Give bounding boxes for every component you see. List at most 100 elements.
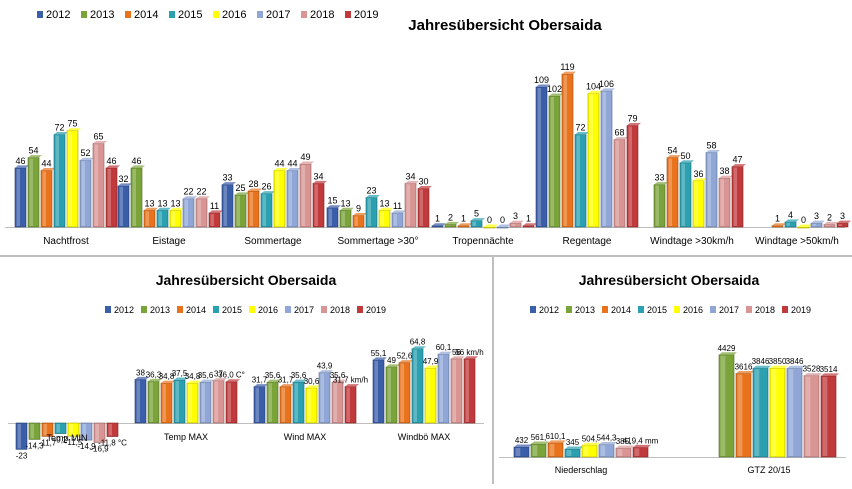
data-label: 2 [448, 212, 453, 222]
bar [424, 365, 439, 424]
data-label: 43,9 [317, 362, 333, 371]
data-label: 47,9 [423, 357, 439, 366]
bar [437, 351, 452, 424]
bar [513, 444, 532, 458]
bar [564, 446, 583, 458]
data-label: 47 [732, 155, 742, 165]
data-label: 31,7 km/h [333, 376, 368, 385]
data-label: 37 [214, 370, 223, 379]
legend-swatch [345, 11, 351, 18]
legend-swatch [257, 11, 263, 18]
data-label: 50 [680, 151, 690, 161]
legend-label: 2013 [150, 305, 170, 315]
category-label: Nachtfrost [43, 236, 89, 247]
data-label: 13 [170, 198, 180, 208]
bar [752, 365, 771, 458]
data-label: 1 [775, 214, 780, 224]
data-label: 432 [515, 436, 529, 445]
bar [372, 357, 387, 424]
legend-label: 2019 [791, 305, 811, 315]
data-label: 34 [405, 171, 415, 181]
legend-swatch [81, 11, 87, 18]
data-label: 26 [261, 182, 271, 192]
data-label: 38 [719, 166, 729, 176]
bar [496, 224, 511, 229]
data-label: 36,3 [146, 370, 162, 379]
bar [273, 167, 288, 228]
bar [312, 180, 327, 228]
data-label: 3 [840, 211, 845, 221]
bar [613, 137, 628, 228]
data-label: 34 [313, 171, 323, 181]
bar [444, 221, 459, 228]
data-label: 44 [287, 158, 297, 168]
data-label: 46 [15, 156, 25, 166]
data-label: 54 [28, 146, 38, 156]
data-label: 38 [136, 368, 145, 377]
data-label: 52 [80, 148, 90, 158]
legend-swatch [213, 11, 219, 18]
data-label: 65 [93, 132, 103, 142]
bar [339, 207, 354, 228]
bar [253, 384, 268, 424]
data-label: 3616 [735, 363, 753, 372]
chart-title: Jahresübersicht Obersaida [408, 17, 602, 34]
bar [292, 379, 307, 424]
legend-swatch [105, 306, 111, 313]
bar [27, 155, 42, 228]
bar [679, 160, 694, 228]
bar [398, 360, 413, 424]
category-label: Windtage >50km/h [755, 236, 839, 247]
data-label: 3 [814, 211, 819, 221]
data-label: 35,6 [265, 371, 281, 380]
bar [182, 196, 197, 228]
bar [735, 371, 754, 458]
bar [105, 165, 120, 228]
data-label: 46 [131, 156, 141, 166]
legend-label: 2016 [258, 305, 278, 315]
bar [208, 210, 223, 228]
data-label: 56 [452, 348, 461, 357]
bar [600, 88, 615, 228]
data-label: 68 [614, 128, 624, 138]
legend-label: 2016 [222, 9, 246, 21]
data-label: 1 [526, 214, 531, 224]
bar [450, 356, 465, 424]
chart-title: Jahresübersicht Obersaida [156, 272, 337, 288]
data-label: 30 [418, 176, 428, 186]
bar [365, 194, 380, 228]
data-label: 34,8 [185, 372, 201, 381]
data-label: 102 [547, 84, 562, 94]
legend-label: 2014 [186, 305, 206, 315]
chart-bottom-right: Jahresübersicht Obersaida 2012 2013 2014 201… [494, 257, 852, 484]
data-label: 33 [654, 173, 664, 183]
data-label: 37,5 [172, 369, 188, 378]
legend-label: 2015 [647, 305, 667, 315]
chart-bottom-left: Jahresübersicht Obersaida 2012 2013 2014 201… [0, 257, 494, 484]
bar [212, 378, 227, 424]
data-label: 58 [706, 140, 716, 150]
legend-label: 2014 [611, 305, 631, 315]
chart-title: Jahresübersicht Obersaida [579, 272, 760, 288]
bar [598, 441, 617, 458]
data-label: -14,9 [77, 442, 96, 451]
bar [632, 444, 651, 458]
bar [548, 93, 563, 228]
data-label: 64,8 [410, 338, 426, 347]
bar [92, 141, 107, 228]
category-label: Sommertage [244, 236, 302, 247]
data-label: 0 [487, 215, 492, 225]
legend-swatch [301, 11, 307, 18]
bar [221, 182, 236, 228]
bar [67, 422, 80, 437]
category-label: Regentage [563, 236, 612, 247]
legend-swatch [710, 306, 716, 313]
bar [385, 364, 400, 424]
bar [797, 224, 812, 229]
legend-swatch [674, 306, 680, 313]
data-label: -16,9 [90, 444, 109, 453]
data-label: 34,8 [159, 372, 175, 381]
bar [378, 207, 393, 228]
data-label: 13 [157, 198, 167, 208]
bar [93, 422, 106, 443]
